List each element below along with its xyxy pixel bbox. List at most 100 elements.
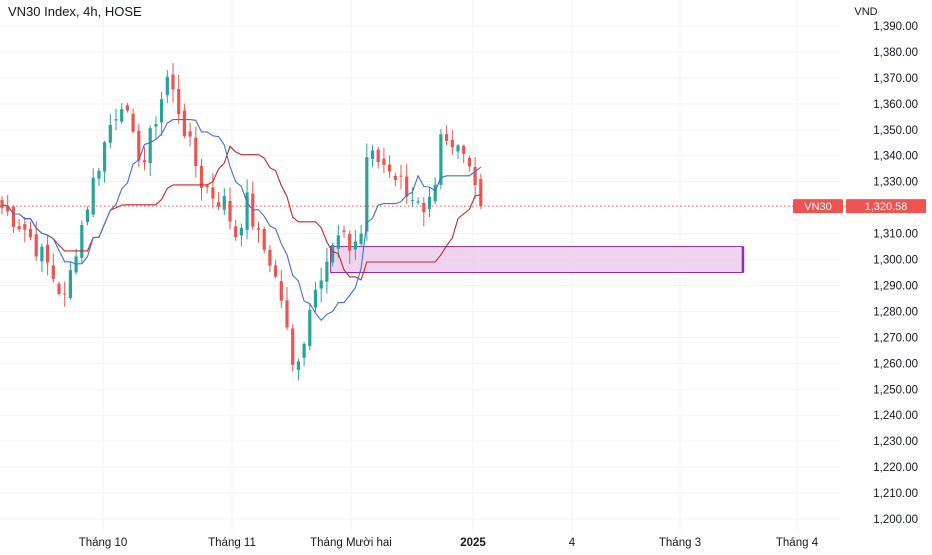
y-tick-label: 1,230.00 [873,436,918,448]
candle-body [422,202,426,213]
candle-body [160,99,164,123]
y-tick-label: 1,270.00 [873,332,918,344]
candle-body [68,270,72,299]
candle-body [194,137,198,167]
candle-body [450,139,454,148]
candle-body [85,209,90,222]
candle-body [427,196,432,209]
candle-body [103,142,107,172]
candle-body [63,293,67,295]
y-tick-label: 1,350.00 [873,125,918,137]
candle-body [291,328,295,365]
y-tick-label: 1,200.00 [873,514,918,526]
candle-body [217,202,221,207]
candle-body [11,206,15,227]
candle-body [416,201,420,203]
y-tick-label: 1,300.00 [873,255,918,267]
candle-body [17,226,21,230]
y-tick-label: 1,220.00 [873,462,918,474]
candle-body [467,158,471,167]
candle-body [433,184,437,202]
y-tick-label: 1,290.00 [873,280,918,292]
candle-body [353,241,357,250]
candle-body [211,187,215,199]
supply-zone [330,246,745,273]
candle-body [376,149,380,163]
candle-body [154,124,158,127]
candle-body [313,289,318,308]
candle-body [222,196,226,210]
candle-body [342,230,346,233]
candle-body [51,265,55,279]
candle-body [473,167,477,186]
candle-body [479,179,483,207]
candle-body [319,280,323,289]
x-tick-label: Tháng 10 [79,537,128,549]
kijun-line[interactable] [1,145,481,281]
candle-body [399,175,403,177]
candle-body [348,233,352,251]
y-tick-label: 1,240.00 [873,410,918,422]
candle-body [285,300,289,328]
last-price-symbol: VN30 [804,201,832,213]
candle-body [91,177,95,215]
candle-body [245,192,249,230]
y-tick-label: 1,260.00 [873,358,918,370]
candle-body [46,244,50,263]
candle-body [40,246,44,262]
y-axis[interactable]: VND 1,390.00 1,380.00 1,370.00 1,360.00 1,350… [854,6,918,526]
candle-body [0,200,4,208]
chart-title: VN30 Index, 4h, HOSE [8,4,142,19]
x-tick-label: 4 [569,537,576,549]
last-price-symbol-badge [793,199,843,214]
candle-body [388,164,392,172]
candle-body [308,309,312,347]
candle-body [177,88,181,115]
candle-body [462,145,466,154]
candle-body [34,234,38,257]
y-tick-label: 1,330.00 [873,177,918,189]
candle-body [359,233,363,244]
candle-body [97,170,101,179]
candle-body [182,110,186,137]
y-tick-label: 1,340.00 [873,151,918,163]
zone-rect[interactable] [330,246,744,273]
candle-body [171,74,175,90]
last-price-value-badge [846,199,926,214]
x-tick-label: Tháng Mười hai [310,537,392,549]
candle-body [439,134,443,185]
candle-body [456,145,460,152]
candle-body [365,157,369,232]
candle-body [296,361,300,370]
candle-body [188,131,192,137]
x-tick-label: Tháng 3 [659,537,701,549]
candle-body [370,150,375,159]
candle-body [148,128,152,164]
candle-body [57,283,61,294]
x-tick-label: Tháng 4 [776,537,819,549]
candle-body [331,244,335,263]
candle-body [108,124,112,143]
y-tick-label: 1,360.00 [873,99,918,111]
candle-body [205,185,209,188]
candle-body [262,229,266,250]
x-axis[interactable]: Tháng 10 Tháng 11 Tháng Mười hai 2025 4 Tháng… [79,537,819,549]
candle-body [274,265,278,277]
y-axis-unit: VND [854,6,877,18]
candle-body [336,235,340,249]
candles-layer [0,63,483,381]
x-tick-label: Tháng 11 [208,537,256,549]
candle-body [28,228,33,238]
candle-body [234,226,238,238]
candle-body [256,228,261,230]
tenkan-line[interactable] [1,119,482,322]
candle-body [445,134,449,141]
candle-body [125,105,129,111]
indicator-lines [1,119,482,322]
y-tick-label: 1,370.00 [873,73,918,85]
candle-body [302,343,306,358]
candle-body [239,227,243,236]
candle-body [137,130,141,161]
